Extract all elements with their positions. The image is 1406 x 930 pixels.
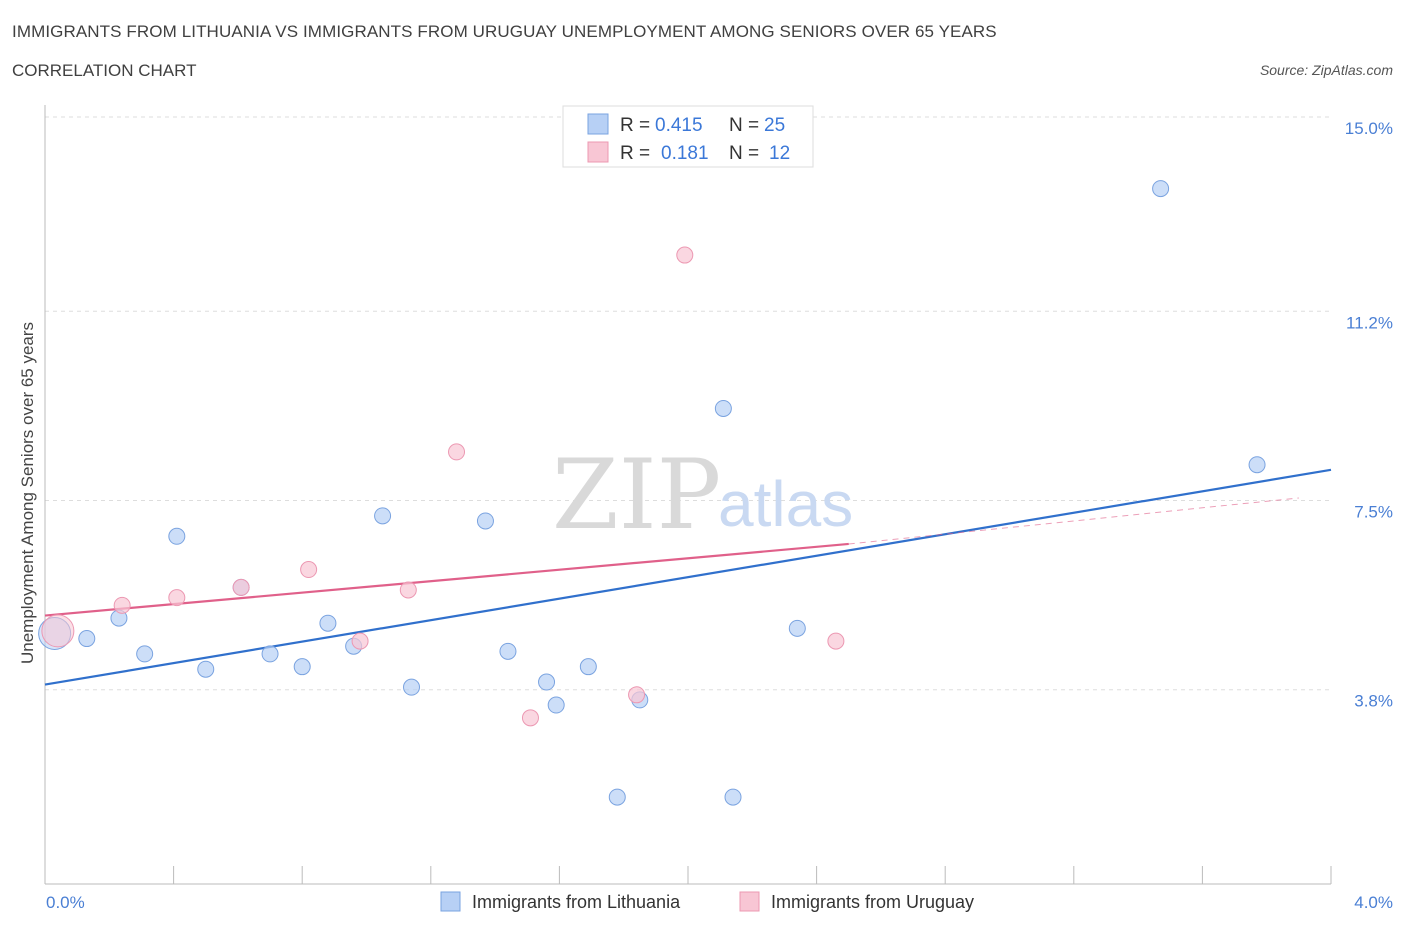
series-legend-label-uruguay: Immigrants from Uruguay <box>771 892 974 912</box>
point-lithuania <box>788 619 806 637</box>
legend-swatch-lithuania <box>587 113 609 135</box>
data-points <box>38 180 1266 806</box>
watermark-atlas: atlas <box>718 468 853 540</box>
legend-r-label-uruguay: R = <box>620 143 650 164</box>
y-tick-label: 7.5% <box>1354 503 1393 522</box>
point-uruguay <box>399 581 417 599</box>
point-uruguay <box>232 578 250 596</box>
point-uruguay <box>41 614 75 648</box>
point-uruguay <box>676 246 694 264</box>
legend-r-value-uruguay: 0.181 <box>661 143 709 164</box>
grid-lines <box>45 116 1331 691</box>
trend-line-uruguay <box>44 542 849 617</box>
point-uruguay <box>827 632 845 650</box>
legend-r-value-lithuania: 0.415 <box>655 115 703 136</box>
y-tick-label: 11.2% <box>1346 313 1393 332</box>
point-uruguay <box>448 443 466 461</box>
point-uruguay <box>351 632 369 650</box>
legend-n-label-uruguay: N = <box>729 143 759 164</box>
series-legend: Immigrants from Lithuania Immigrants fro… <box>440 891 974 912</box>
point-lithuania <box>136 645 154 663</box>
point-lithuania <box>608 788 626 806</box>
point-lithuania <box>1248 456 1266 474</box>
x-tick-label-min: 0.0% <box>46 893 85 912</box>
point-lithuania <box>724 788 742 806</box>
point-uruguay <box>300 561 318 579</box>
watermark: ZIP atlas <box>552 439 853 551</box>
point-lithuania <box>499 642 517 660</box>
point-lithuania <box>403 678 421 696</box>
y-tick-labels: 3.8% 7.5% 11.2% 15.0% <box>1345 119 1393 711</box>
point-lithuania <box>579 658 597 676</box>
series-legend-swatch-lithuania <box>440 891 461 912</box>
point-lithuania <box>293 658 311 676</box>
legend-n-label-lithuania: N = <box>729 115 759 136</box>
point-lithuania <box>1152 180 1170 198</box>
point-uruguay <box>113 596 131 614</box>
correlation-legend: R = 0.415 N = 25 R = 0.181 N = 12 <box>562 105 814 168</box>
chart-subtitle: CORRELATION CHART <box>12 61 197 80</box>
point-lithuania <box>78 630 96 648</box>
legend-n-value-uruguay: 12 <box>769 143 790 164</box>
trend-line-lithuania <box>44 468 1332 686</box>
series-legend-label-lithuania: Immigrants from Lithuania <box>472 892 681 912</box>
point-uruguay <box>628 686 646 704</box>
point-lithuania <box>197 660 215 678</box>
point-uruguay <box>168 589 186 607</box>
chart-title: IMMIGRANTS FROM LITHUANIA VS IMMIGRANTS … <box>12 22 997 41</box>
legend-n-value-lithuania: 25 <box>764 115 785 136</box>
point-lithuania <box>168 527 186 545</box>
series-legend-swatch-uruguay <box>739 891 760 912</box>
trend-line-uruguay-extension <box>848 497 1299 545</box>
point-lithuania <box>714 399 732 417</box>
point-lithuania <box>547 696 565 714</box>
source-credit: Source: ZipAtlas.com <box>1259 62 1393 78</box>
y-axis-label: Unemployment Among Seniors over 65 years <box>18 322 37 664</box>
point-lithuania <box>538 673 556 691</box>
y-tick-label: 3.8% <box>1354 692 1393 711</box>
x-tick-label-max: 4.0% <box>1354 893 1393 912</box>
legend-swatch-uruguay <box>587 141 609 163</box>
point-lithuania <box>374 507 392 525</box>
point-lithuania <box>319 614 337 632</box>
watermark-zip: ZIP <box>552 439 721 551</box>
legend-r-label-lithuania: R = <box>620 115 650 136</box>
point-uruguay <box>521 709 539 727</box>
point-lithuania <box>476 512 494 530</box>
x-ticks <box>44 866 1332 884</box>
y-tick-label: 15.0% <box>1345 119 1393 138</box>
point-lithuania <box>261 645 279 663</box>
